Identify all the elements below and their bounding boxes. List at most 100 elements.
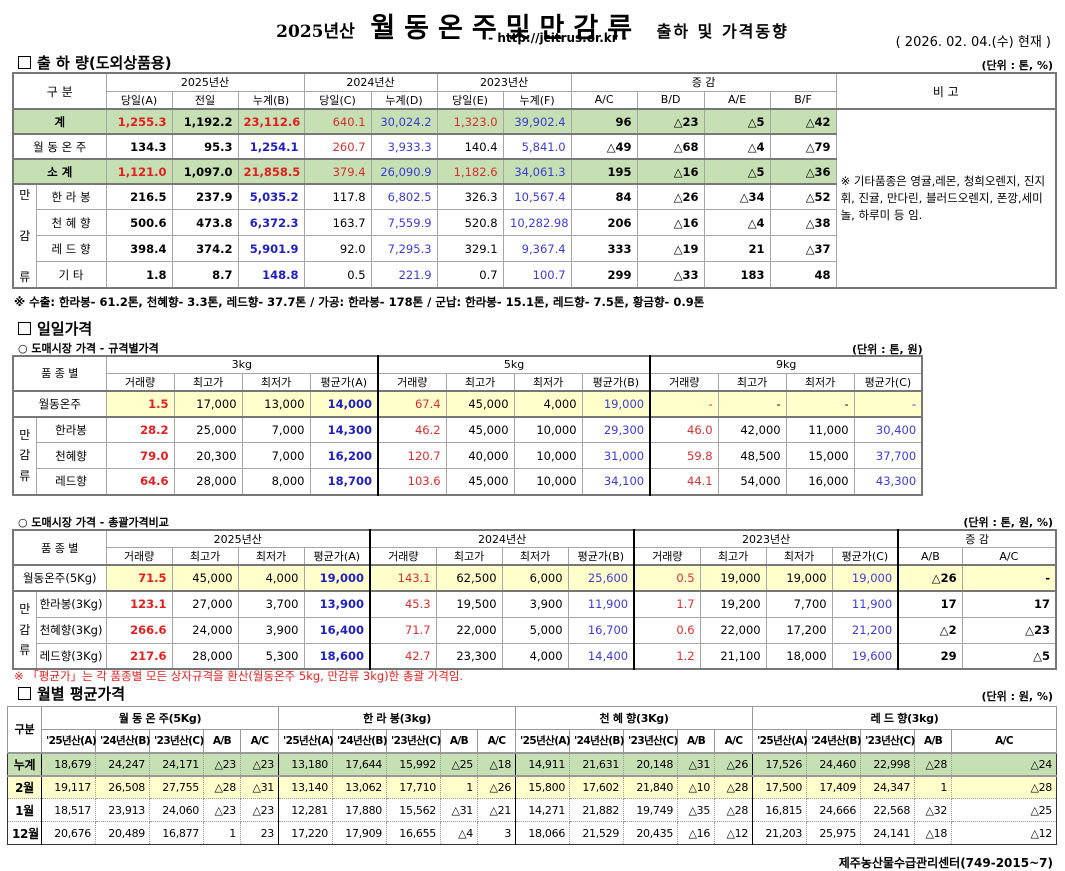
cell: △23 <box>240 798 279 822</box>
cell: 28.2 <box>105 415 175 443</box>
col-header: 거래량 <box>105 372 175 391</box>
cell: 21,631 <box>569 751 625 777</box>
cell: 18,517 <box>41 798 96 822</box>
cell: - <box>961 564 1057 592</box>
cell: 42,000 <box>717 415 787 443</box>
cell: △18 <box>476 751 517 777</box>
header-group: 2024년산 <box>369 529 635 548</box>
cell: 59.8 <box>649 442 719 469</box>
row-label: 월 동 온 주 <box>12 133 107 160</box>
col-header: A/E <box>703 90 771 110</box>
cell: 1,254.1 <box>237 133 305 160</box>
cell: 640.1 <box>303 108 372 135</box>
cell: 95.3 <box>171 133 239 160</box>
row-label: 12월 <box>7 821 42 845</box>
header-group: 월 동 온 주(5Kg) <box>41 706 279 730</box>
cell: 103.6 <box>377 468 447 495</box>
cell: 43,300 <box>853 468 923 495</box>
row-label: 월동온주 <box>12 389 107 417</box>
cell: △49 <box>570 133 638 160</box>
cell: 14,300 <box>309 415 379 443</box>
cell: 7,000 <box>241 415 311 443</box>
cell: 21,529 <box>569 821 625 845</box>
cell: 48,500 <box>717 442 787 469</box>
shipment-table: 구 분 2025년산 2024년산 2023년산 증 감 비 고 당일(A) 전… <box>12 72 1057 289</box>
cell: 1 <box>440 775 478 799</box>
cell: 13,180 <box>278 751 333 777</box>
cell: 163.7 <box>303 209 372 237</box>
col-header: 거래량 <box>105 547 173 566</box>
cell: 45.3 <box>369 590 437 618</box>
header-category: 구분 <box>7 706 42 753</box>
cell: 23,300 <box>435 642 503 670</box>
cell: 17,880 <box>332 798 387 822</box>
cell: 148.8 <box>237 261 305 289</box>
col-header: 평균가(B) <box>567 547 635 566</box>
cell: 18,700 <box>309 468 379 495</box>
cell: 237.9 <box>171 183 239 211</box>
site-url[interactable]: - http://jcitrus.or.kr - <box>488 31 627 45</box>
col-header: '25년산(A) <box>515 729 571 753</box>
cell: △21 <box>476 798 517 822</box>
cell: 333 <box>570 235 638 263</box>
header-group: 5kg <box>377 355 651 374</box>
cell: 71.5 <box>105 564 173 592</box>
col-header: 누계(B) <box>237 90 305 110</box>
title-main: 월동온주및만감류 <box>370 13 642 44</box>
col-header: 누계(F) <box>502 90 572 110</box>
row-label: 레드향 <box>35 468 107 495</box>
table-row: 2월 19,117 26,508 27,755 △28 △31 13,140 13,062… <box>7 775 1057 799</box>
col-header: A/B <box>914 729 953 753</box>
col-header: 최고가 <box>173 372 243 391</box>
col-header: A/B <box>897 547 963 566</box>
header-group: 천 혜 향(3Kg) <box>515 706 754 730</box>
checkbox-square-icon <box>18 687 31 700</box>
header-group: 증 감 <box>897 529 1057 548</box>
row-label: 한라봉 <box>35 415 107 443</box>
section-monthly-title: 월별 평균가격 <box>18 683 125 704</box>
monthly-price-table: 구분 월 동 온 주(5Kg) 한 라 봉(3kg) 천 혜 향(3Kg) 레 … <box>7 706 1057 845</box>
cell: 1.8 <box>105 261 173 289</box>
cell: 64.6 <box>105 468 175 495</box>
checkbox-square-icon <box>18 56 31 69</box>
cell: △23 <box>203 798 241 822</box>
col-header: A/C <box>714 729 754 753</box>
cell: 16,400 <box>303 616 371 644</box>
cell: 266.6 <box>105 616 173 644</box>
cell: △28 <box>951 775 1057 799</box>
col-header: A/C <box>951 729 1057 753</box>
col-header: 평균가(B) <box>581 372 651 391</box>
cell: 45,000 <box>171 564 239 592</box>
cell: 0.6 <box>633 616 701 644</box>
table-row: 천 혜 향 500.6 473.8 6,372.3 163.7 7,559.9 … <box>13 209 1056 237</box>
cell: 26,090.9 <box>370 158 438 185</box>
cell: 19,500 <box>435 590 503 618</box>
cell: △16 <box>677 821 716 845</box>
cell: 18,000 <box>765 642 833 670</box>
section-daily-title: 일일가격 <box>18 318 92 339</box>
cell: 140.4 <box>436 133 504 160</box>
col-header: 평균가(A) <box>309 372 379 391</box>
cell: 17,000 <box>173 389 243 417</box>
cell: 0.5 <box>303 261 372 289</box>
cell: 3,700 <box>237 590 305 618</box>
cell: 11,900 <box>831 590 899 618</box>
row-label: 1월 <box>7 798 42 822</box>
table-row: 누계 18,679 24,247 24,171 △23 △23 13,180 17,644… <box>7 751 1057 777</box>
cell: 260.7 <box>303 133 372 160</box>
cell: 21 <box>703 235 771 263</box>
cell: 19,749 <box>623 798 679 822</box>
cell: △33 <box>636 261 705 289</box>
col-header: 최고가 <box>717 372 787 391</box>
header-group: 3kg <box>105 355 379 374</box>
cell: 1,323.0 <box>436 108 504 135</box>
cell: 28,000 <box>171 642 239 670</box>
cell: 21,882 <box>569 798 625 822</box>
cell: 13,140 <box>278 775 333 799</box>
col-header: 거래량 <box>369 547 437 566</box>
cell: 39,902.4 <box>502 108 572 135</box>
table-row: 레드향(3Kg) 217.6 28,000 5,300 18,600 42.7 … <box>13 642 1057 670</box>
header-category: 품 종 별 <box>12 355 107 391</box>
daily-unit: (단위 : 톤, 원) <box>852 343 923 356</box>
